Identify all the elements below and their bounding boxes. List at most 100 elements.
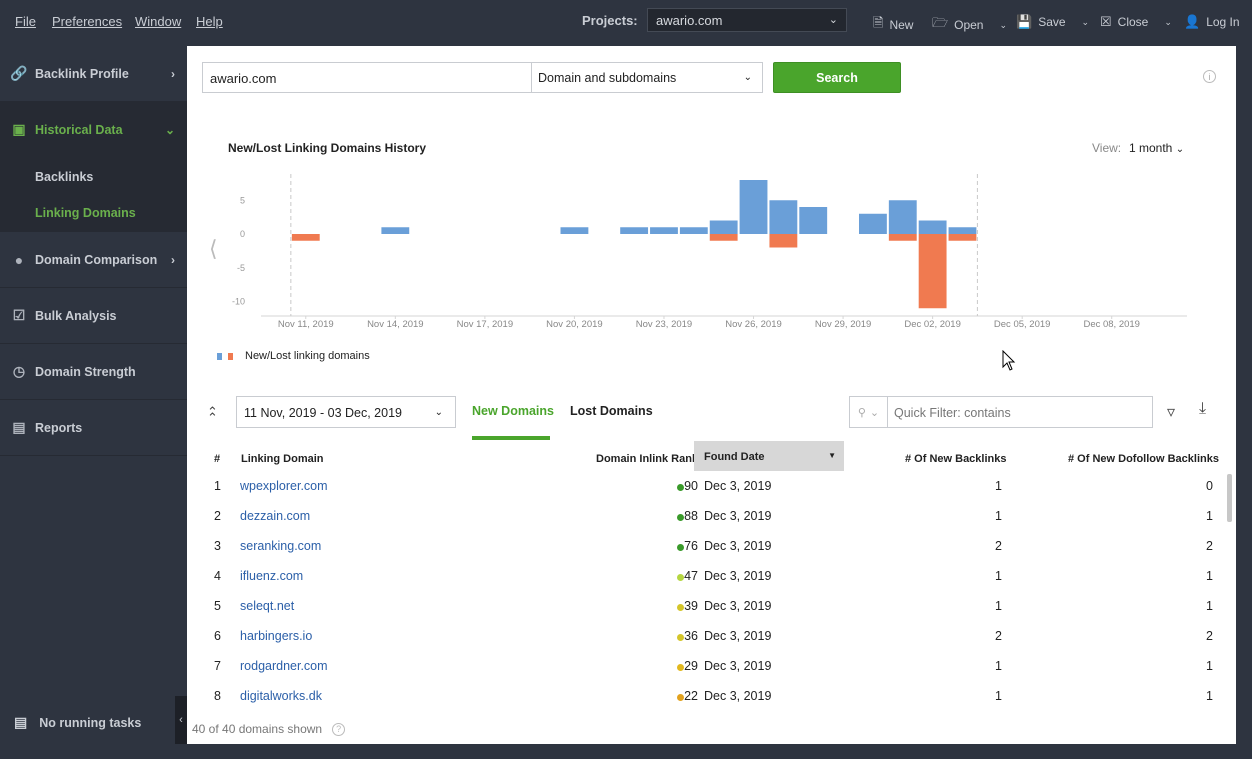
linking-domain-link[interactable]: rodgardner.com	[240, 659, 328, 673]
linking-domain-link[interactable]: seleqt.net	[240, 599, 295, 613]
legend-swatch-lost	[228, 352, 233, 360]
table-row[interactable]: 4 ifluenz.com 47 Dec 3, 2019 1 1	[202, 561, 1222, 591]
dofollow-backlinks-value: 1	[1206, 689, 1213, 703]
tab-new-domains[interactable]: New Domains	[472, 404, 554, 418]
col-header-new-backlinks[interactable]: # Of New Backlinks	[905, 453, 1007, 465]
inlink-rank-value: 76	[684, 539, 698, 553]
table-row[interactable]: 3 seranking.com 76 Dec 3, 2019 2 2	[202, 531, 1222, 561]
y-tick-label: 5	[240, 195, 245, 205]
linking-domain-link[interactable]: wpexplorer.com	[240, 479, 328, 493]
chevron-down-icon: ⌄	[828, 14, 838, 26]
chevron-down-icon[interactable]: ⌄	[999, 19, 1008, 30]
new-backlinks-value: 1	[995, 659, 1002, 673]
date-range-select[interactable]: 11 Nov, 2019 - 03 Dec, 2019 ⌄	[236, 396, 456, 428]
sidebar-item-domain-strength[interactable]: ◷ Domain Strength	[0, 344, 187, 400]
table-scrollbar[interactable]	[1227, 474, 1232, 522]
dofollow-backlinks-value: 1	[1206, 659, 1213, 673]
menu-file[interactable]: File	[15, 14, 36, 29]
tab-lost-domains[interactable]: Lost Domains	[570, 404, 653, 418]
running-tasks-status[interactable]: ▤ No running tasks	[14, 714, 141, 731]
login-button-label: Log In	[1206, 15, 1240, 29]
checklist-icon: ☑	[12, 307, 26, 323]
col-header-domain[interactable]: Linking Domain	[241, 453, 324, 465]
chevron-down-icon: ⌄	[743, 72, 752, 83]
chevron-down-icon[interactable]: ⌄	[1164, 16, 1172, 27]
menu-preferences[interactable]: Preferences	[52, 14, 122, 29]
inlink-rank-value: 39	[684, 599, 698, 613]
table-row[interactable]: 6 harbingers.io 36 Dec 3, 2019 2 2	[202, 621, 1222, 651]
filter-search-dropdown[interactable]: ⚲ ⌄	[850, 397, 888, 427]
table-row[interactable]: 1 wpexplorer.com 90 Dec 3, 2019 1 0	[202, 471, 1222, 501]
table-row[interactable]: 5 seleqt.net 39 Dec 3, 2019 1 1	[202, 591, 1222, 621]
menu-window[interactable]: Window	[135, 14, 181, 29]
chevron-down-icon[interactable]: ⌄	[1081, 16, 1090, 27]
mouse-cursor-icon	[1002, 350, 1016, 371]
download-icon[interactable]: ⤓	[1199, 400, 1207, 417]
view-label: View:	[1092, 141, 1122, 155]
sidebar-item-domain-comparison[interactable]: ● Domain Comparison ›	[0, 232, 187, 288]
new-button[interactable]: 🗎 New	[873, 14, 913, 36]
menu-help[interactable]: Help	[196, 14, 223, 29]
sidebar-item-reports[interactable]: ▤ Reports	[0, 400, 187, 456]
row-number: 7	[214, 659, 221, 673]
funnel-icon[interactable]: ▿	[1167, 404, 1176, 421]
bar-new	[620, 227, 649, 234]
y-tick-label: -10	[232, 297, 245, 307]
new-backlinks-value: 1	[995, 569, 1002, 583]
sidebar-item-bulk-analysis[interactable]: ☑ Bulk Analysis	[0, 288, 187, 344]
project-select-value: awario.com	[656, 13, 723, 28]
scope-select[interactable]: Domain and subdomains ⌄	[531, 62, 763, 93]
collapse-sidebar-button[interactable]: ‹	[175, 696, 187, 744]
quick-filter[interactable]: ⚲ ⌄ Quick Filter: contains	[849, 396, 1153, 428]
chart-prev-arrow-icon[interactable]: ⟨	[209, 236, 218, 261]
x-tick-label: Nov 29, 2019	[815, 319, 872, 330]
linking-domain-link[interactable]: harbingers.io	[240, 629, 313, 643]
save-button[interactable]: 💾 Save ⌄	[1016, 14, 1089, 30]
linking-domain-link[interactable]: digitalworks.dk	[240, 689, 322, 703]
sidebar-subitem-backlinks[interactable]: Backlinks	[35, 170, 94, 184]
save-button-label: Save	[1038, 15, 1066, 29]
chevron-down-icon: ⌄	[164, 122, 175, 137]
open-button[interactable]: 🗁 Open ⌄	[932, 14, 1007, 36]
linking-domain-link[interactable]: ifluenz.com	[240, 569, 304, 583]
help-icon[interactable]: ?	[332, 722, 346, 736]
col-header-found-date[interactable]: Found Date ▼	[694, 441, 844, 471]
bar-new	[918, 220, 947, 234]
login-button[interactable]: 👤 Log In	[1184, 14, 1240, 30]
bar-new	[859, 213, 887, 234]
table-row[interactable]: 2 dezzain.com 88 Dec 3, 2019 1 1	[202, 501, 1222, 531]
table-row[interactable]: 7 rodgardner.com 29 Dec 3, 2019 1 1	[202, 651, 1222, 681]
found-date-value: Dec 3, 2019	[704, 599, 772, 613]
domain-search-input[interactable]: awario.com	[202, 62, 532, 93]
linking-domain-link[interactable]: dezzain.com	[240, 509, 311, 523]
bar-lost	[291, 234, 320, 241]
info-icon[interactable]: i	[1203, 70, 1216, 83]
y-tick-label: 0	[240, 229, 245, 239]
search-button[interactable]: Search	[773, 62, 901, 93]
close-box-icon: ☒	[1100, 14, 1112, 29]
col-header-num[interactable]: #	[214, 453, 221, 465]
sidebar-item-historical-data[interactable]: ▣ Historical Data ⌄	[0, 102, 187, 158]
sidebar-subitem-linking-domains[interactable]: Linking Domains	[35, 206, 136, 220]
row-number: 1	[214, 479, 221, 493]
linking-domain-link[interactable]: seranking.com	[240, 539, 322, 553]
domains-shown-count: 40 of 40 domains shown	[192, 722, 323, 736]
row-number: 2	[214, 509, 221, 523]
sidebar-item-backlink-profile[interactable]: 🔗 Backlink Profile ›	[0, 46, 187, 102]
quick-filter-input[interactable]: Quick Filter: contains	[894, 406, 1011, 420]
close-button[interactable]: ☒ Close ⌄	[1100, 14, 1172, 30]
table-row[interactable]: 8 digitalworks.dk 22 Dec 3, 2019 1 1	[202, 681, 1222, 711]
col-header-rank[interactable]: Domain Inlink Rank	[596, 453, 699, 465]
sort-desc-icon: ▼	[828, 451, 836, 460]
col-header-dofollow[interactable]: # Of New Dofollow Backlinks	[1068, 453, 1219, 465]
bar-new	[948, 227, 977, 234]
collapse-chart-icon[interactable]: ⌃ ⌃	[207, 404, 218, 425]
found-date-value: Dec 3, 2019	[704, 569, 772, 583]
x-tick-label: Dec 05, 2019	[994, 319, 1051, 330]
view-period-select[interactable]: 1 month ⌄	[1129, 141, 1184, 155]
link-icon: 🔗	[10, 65, 28, 81]
dofollow-backlinks-value: 1	[1206, 569, 1213, 583]
window-edge	[1236, 46, 1252, 744]
project-select[interactable]: awario.com ⌄	[647, 8, 847, 32]
gauge-icon: ◷	[12, 363, 26, 379]
